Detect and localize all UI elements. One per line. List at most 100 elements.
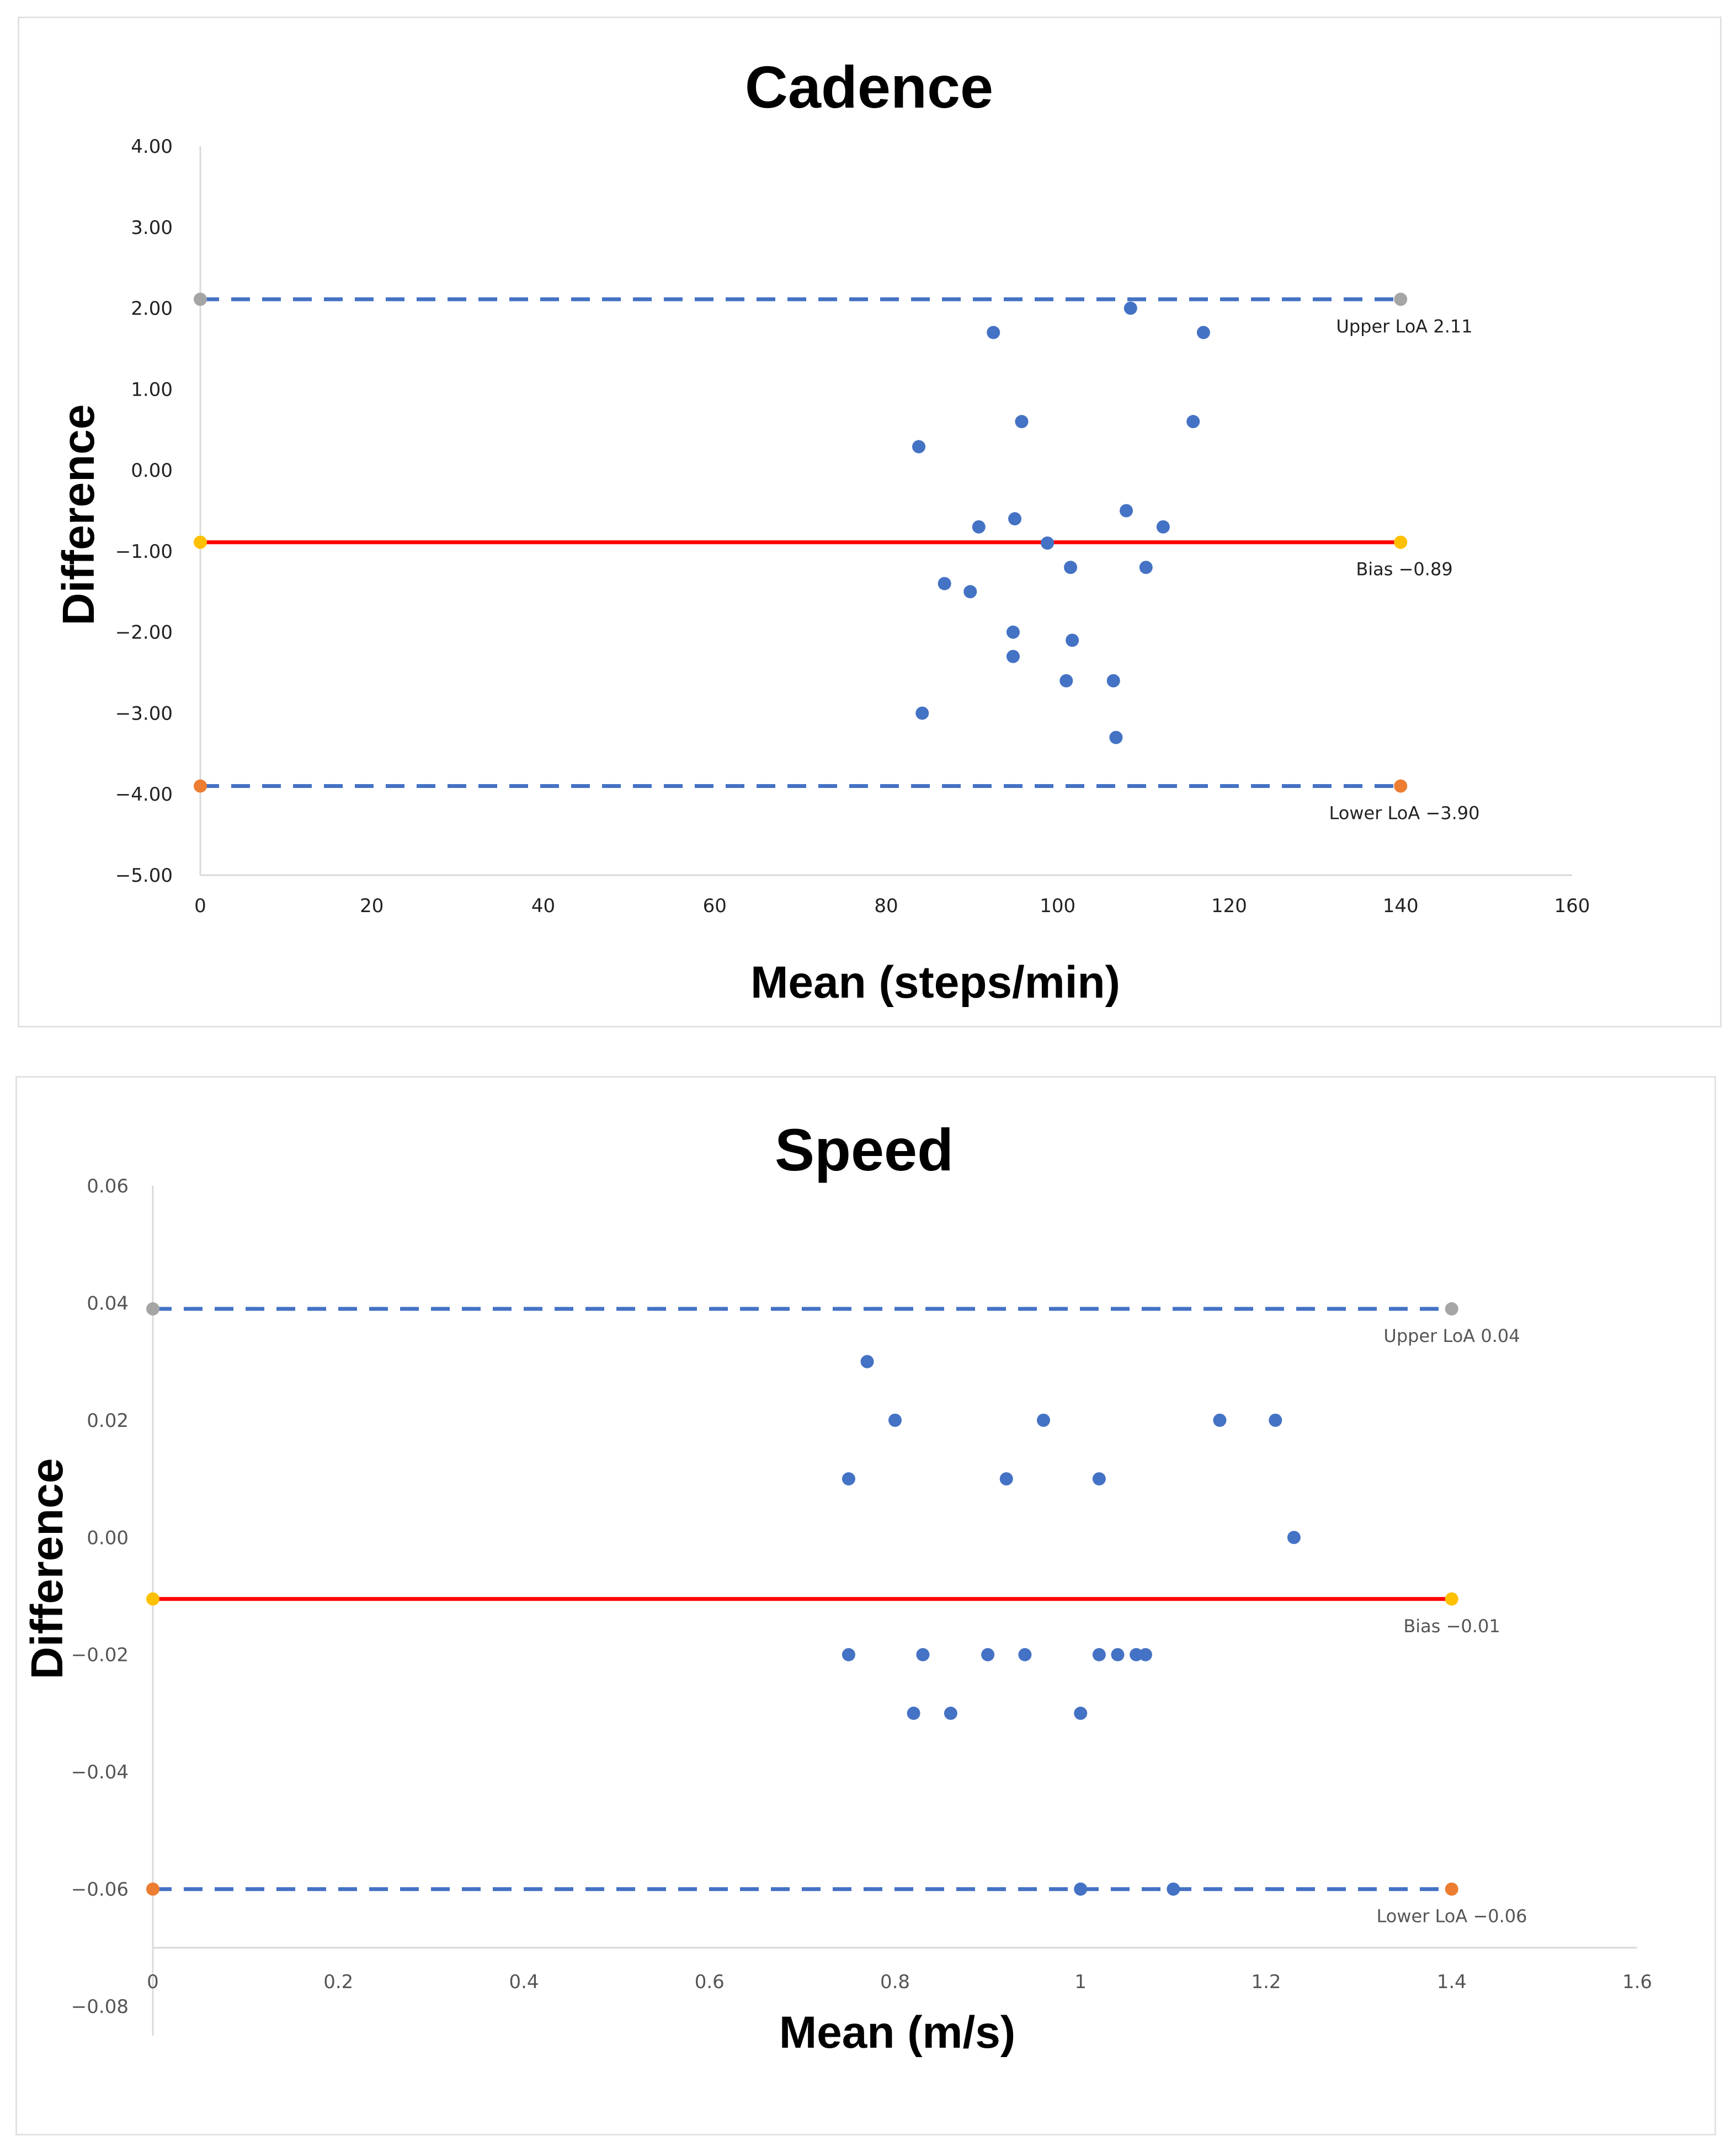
y-tick-label: 3.00 bbox=[131, 217, 173, 239]
data-point bbox=[1066, 633, 1079, 647]
y-axis-label: Difference bbox=[54, 404, 104, 625]
data-point bbox=[1006, 625, 1020, 639]
data-point bbox=[860, 1355, 874, 1368]
data-point bbox=[1109, 731, 1123, 744]
y-tick-label: 0.06 bbox=[87, 1175, 129, 1197]
data-point bbox=[1287, 1531, 1301, 1544]
x-axis-label: Mean (m/s) bbox=[779, 2007, 1015, 2058]
data-point bbox=[1092, 1648, 1106, 1661]
y-tick-label: 2.00 bbox=[131, 298, 173, 320]
lower-loa-end-marker bbox=[1445, 1882, 1458, 1896]
data-point bbox=[1138, 1648, 1152, 1661]
data-point bbox=[981, 1648, 995, 1661]
data-point bbox=[1037, 1413, 1050, 1427]
y-tick-label: 0.02 bbox=[87, 1410, 129, 1432]
bias-label: Bias −0.01 bbox=[1403, 1616, 1500, 1637]
data-point bbox=[842, 1472, 855, 1486]
lower-loa-end-marker bbox=[1394, 779, 1408, 793]
y-tick-label: −0.02 bbox=[71, 1644, 129, 1666]
y-tick-label: −3.00 bbox=[115, 702, 173, 725]
x-tick-label: 80 bbox=[874, 895, 898, 917]
x-tick-label: 1.2 bbox=[1251, 1971, 1281, 1993]
data-point bbox=[912, 440, 926, 454]
speed-chart: Speed 0.06 0.04 0.02 0.00 −0.02 −0.04 −0.06 −0.0… bbox=[22, 1116, 1652, 2058]
data-point bbox=[916, 1648, 930, 1661]
data-point bbox=[1269, 1413, 1282, 1427]
y-tick-label: 0.04 bbox=[87, 1292, 129, 1314]
y-tick-label: 4.00 bbox=[131, 136, 173, 158]
x-tick-label: 0.4 bbox=[509, 1971, 539, 1993]
y-tick-label: −0.06 bbox=[71, 1879, 129, 1901]
upper-loa-label: Upper LoA 2.11 bbox=[1336, 316, 1472, 337]
x-tick-label: 0.8 bbox=[880, 1971, 910, 1993]
x-tick-label: 1 bbox=[1074, 1971, 1087, 1993]
data-point bbox=[938, 577, 951, 590]
data-point bbox=[1018, 1648, 1032, 1661]
data-point bbox=[842, 1648, 855, 1661]
cadence-chart-panel: Cadence 4.00 3.00 2.00 1.00 0.00 −1.00 −2.00 −3.… bbox=[18, 17, 1722, 1027]
data-point bbox=[1059, 674, 1073, 688]
x-tick-label: 20 bbox=[360, 895, 384, 917]
data-point bbox=[1167, 1882, 1180, 1896]
lower-loa-start-marker bbox=[146, 1882, 159, 1896]
data-point bbox=[999, 1472, 1013, 1486]
upper-loa-end-marker bbox=[1394, 292, 1408, 306]
y-tick-label: 0.00 bbox=[131, 460, 173, 482]
bias-end-marker bbox=[1445, 1592, 1458, 1606]
x-tick-label: 0.6 bbox=[695, 1971, 725, 1993]
data-point bbox=[972, 520, 986, 534]
y-tick-label: −4.00 bbox=[115, 784, 173, 806]
data-point bbox=[1006, 649, 1020, 663]
upper-loa-start-marker bbox=[194, 292, 207, 306]
data-point bbox=[1196, 326, 1210, 339]
x-tick-label: 0.2 bbox=[323, 1971, 353, 1993]
upper-loa-end-marker bbox=[1445, 1302, 1458, 1316]
x-tick-label: 0 bbox=[194, 895, 206, 917]
data-point bbox=[963, 585, 977, 599]
x-tick-label: 1.6 bbox=[1622, 1971, 1652, 1993]
data-point bbox=[888, 1413, 902, 1427]
data-point bbox=[1186, 415, 1200, 429]
x-tick-label: 140 bbox=[1383, 895, 1419, 917]
lower-loa-label: Lower LoA −0.06 bbox=[1377, 1906, 1527, 1927]
x-tick-label: 100 bbox=[1040, 895, 1075, 917]
data-point bbox=[1092, 1472, 1106, 1486]
chart-title: Speed bbox=[775, 1116, 954, 1183]
data-point bbox=[1008, 512, 1022, 526]
x-tick-label: 160 bbox=[1554, 895, 1590, 917]
y-tick-label: −5.00 bbox=[115, 865, 173, 887]
y-tick-label: 0.00 bbox=[87, 1527, 129, 1549]
data-point bbox=[1041, 536, 1055, 550]
chart-title: Cadence bbox=[745, 54, 993, 120]
speed-chart-panel: Speed 0.06 0.04 0.02 0.00 −0.02 −0.04 −0.06 −0.0… bbox=[15, 1076, 1716, 2135]
data-point bbox=[1106, 674, 1120, 688]
data-point bbox=[1015, 415, 1029, 429]
data-point bbox=[1123, 301, 1137, 315]
data-point bbox=[1156, 520, 1170, 534]
data-point bbox=[1130, 1648, 1143, 1661]
x-tick-label: 1.4 bbox=[1437, 1971, 1467, 1993]
data-point bbox=[1074, 1706, 1088, 1720]
x-axis-label: Mean (steps/min) bbox=[750, 957, 1120, 1008]
data-point bbox=[1213, 1413, 1227, 1427]
x-tick-label: 0 bbox=[147, 1971, 159, 1993]
data-point bbox=[907, 1706, 920, 1720]
bias-start-marker bbox=[146, 1592, 159, 1606]
data-point bbox=[944, 1706, 957, 1720]
data-point bbox=[915, 706, 929, 720]
x-tick-label: 120 bbox=[1211, 895, 1247, 917]
y-axis-label: Difference bbox=[22, 1458, 72, 1679]
data-point bbox=[1111, 1648, 1125, 1661]
y-tick-label: −1.00 bbox=[115, 541, 173, 563]
data-point bbox=[1139, 561, 1153, 574]
data-point bbox=[1064, 561, 1078, 574]
y-tick-label: −2.00 bbox=[115, 622, 173, 644]
upper-loa-label: Upper LoA 0.04 bbox=[1383, 1325, 1520, 1346]
lower-loa-start-marker bbox=[194, 779, 207, 793]
x-tick-label: 40 bbox=[531, 895, 555, 917]
upper-loa-start-marker bbox=[146, 1302, 159, 1316]
data-point bbox=[1120, 504, 1133, 518]
bias-end-marker bbox=[1394, 535, 1408, 549]
y-tick-label: −0.04 bbox=[71, 1761, 129, 1783]
data-point bbox=[987, 326, 1000, 339]
